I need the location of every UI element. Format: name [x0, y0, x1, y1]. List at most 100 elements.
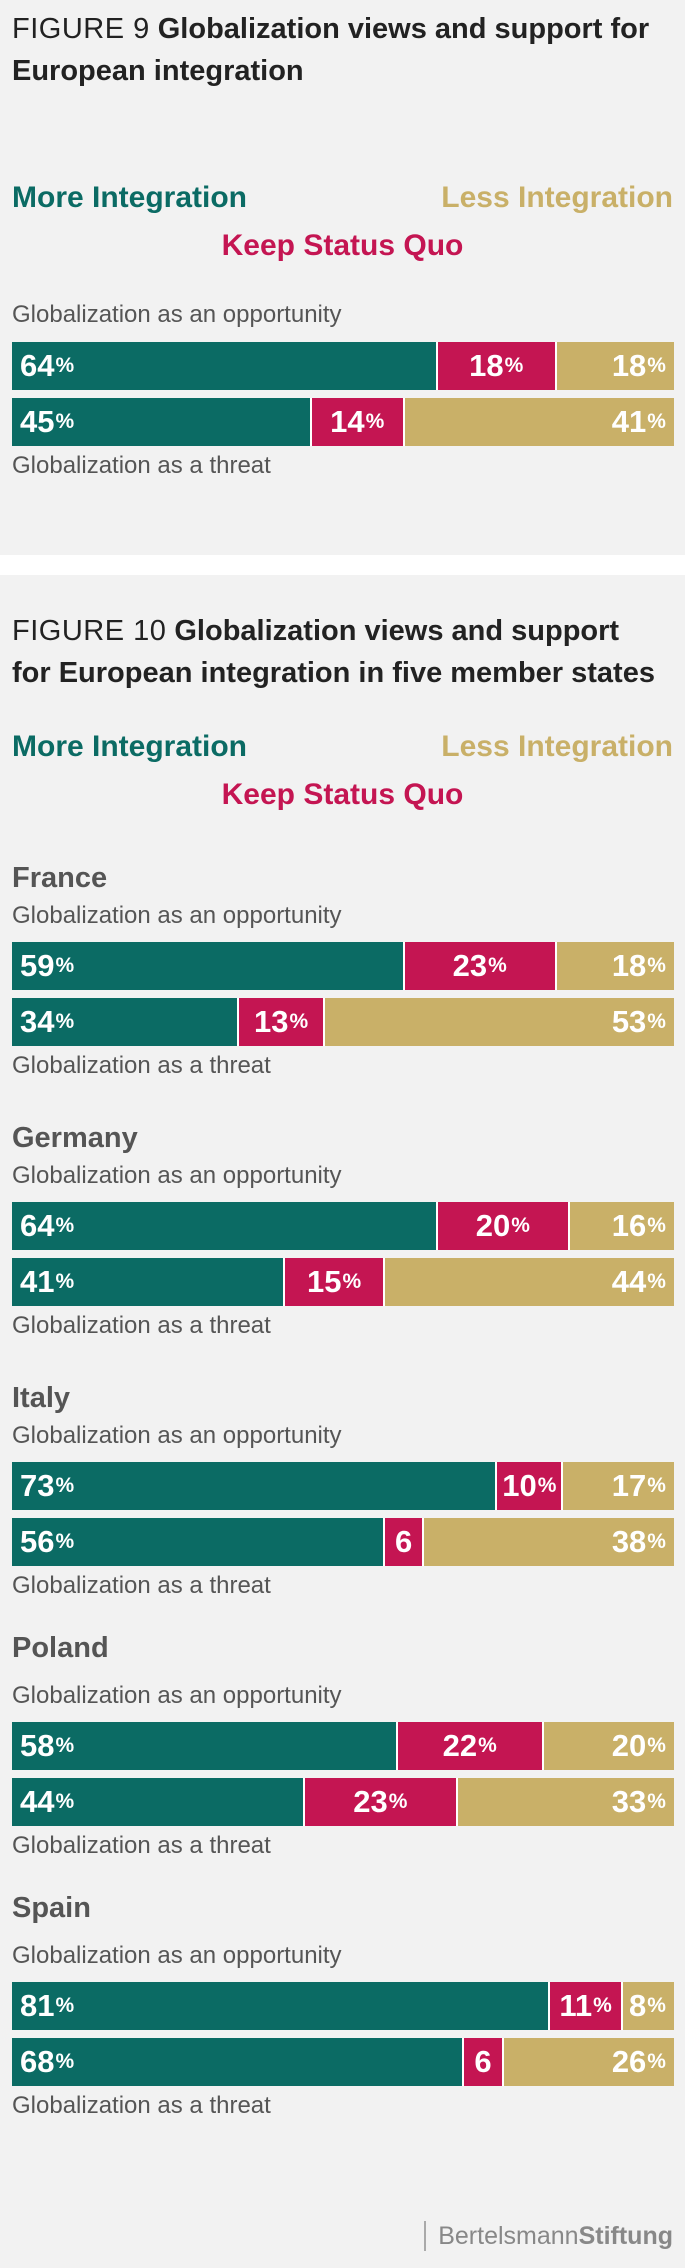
legend-keep-status-quo: Keep Status Quo [221, 229, 464, 262]
germany-opportunity-bar: 64% 20% 16% [12, 1202, 674, 1250]
bar-segment-keep-status-quo: 18% [435, 342, 555, 390]
data-label: 16 [611, 1208, 647, 1243]
bar-segment-more-integration: 41% [12, 1258, 284, 1306]
poland-opportunity-bar: 58% 22% 20% [12, 1722, 674, 1770]
percent-sign: % [647, 354, 666, 377]
poland-threat-label: Globalization as a threat [12, 1832, 271, 1859]
germany-threat-label: Globalization as a threat [12, 1312, 271, 1339]
france-threat-label: Globalization as a threat [12, 1052, 271, 1079]
percent-sign: % [55, 1010, 75, 1033]
bar-segment-less-integration: 38% [422, 1518, 674, 1566]
bertelsmann-stiftung-logo: BertelsmannStiftung [424, 2221, 673, 2251]
data-label: 10 [502, 1468, 537, 1503]
data-label: 64 [20, 1208, 55, 1243]
germany-threat-bar: 41% 15% 44% [12, 1258, 674, 1306]
bar-segment-keep-status-quo: 23% [402, 942, 555, 990]
spain-threat-bar: 68% 6 26% [12, 2038, 674, 2086]
figure9-threat-label: Globalization as a threat [12, 452, 271, 479]
data-label: 68 [20, 2044, 55, 2079]
data-label: 58 [20, 1728, 55, 1763]
data-label: 64 [20, 348, 55, 383]
percent-sign: % [647, 1010, 666, 1033]
data-label: 20 [475, 1208, 511, 1243]
percent-sign: % [342, 1270, 362, 1293]
bar-segment-keep-status-quo: 22% [395, 1722, 542, 1770]
percent-sign: % [647, 1530, 666, 1553]
legend-more-integration: More Integration [12, 181, 248, 214]
bar-segment-less-integration: 8% [621, 1982, 674, 2030]
bar-segment-less-integration: 17% [561, 1462, 674, 1510]
bar-segment-less-integration: 18% [554, 942, 674, 990]
percent-sign: % [647, 1790, 666, 1813]
legend-more-integration: More Integration [12, 730, 248, 763]
percent-sign: % [388, 1790, 408, 1813]
figure10-title: FIGURE 10 Globalization views and support… [12, 610, 655, 694]
country-poland: Poland [12, 1632, 109, 1664]
percent-sign: % [647, 1214, 666, 1237]
bar-segment-less-integration: 20% [541, 1722, 674, 1770]
bar-segment-keep-status-quo: 6 [382, 1518, 423, 1566]
figure10-panel: FIGURE 10 Globalization views and support… [0, 575, 685, 2268]
bar-segment-keep-status-quo: 6 [462, 2038, 502, 2086]
percent-sign: % [647, 1994, 666, 2017]
figure10-number: FIGURE 10 [12, 615, 167, 647]
percent-sign: % [55, 1270, 75, 1293]
percent-sign: % [488, 954, 507, 977]
percent-sign: % [55, 1214, 75, 1237]
percent-sign: % [647, 1474, 666, 1497]
logo-part1: Bertelsmann [438, 2222, 579, 2250]
bar-segment-more-integration: 81% [12, 1982, 549, 2030]
percent-sign: % [55, 1474, 75, 1497]
data-label: 20 [611, 1728, 647, 1763]
percent-sign: % [55, 1530, 75, 1553]
france-opportunity-bar: 59% 23% 18% [12, 942, 674, 990]
data-label: 17 [611, 1468, 647, 1503]
figure10-title-line2: for European integration in five member … [12, 657, 655, 689]
spain-opportunity-label: Globalization as an opportunity [12, 1942, 342, 1969]
percent-sign: % [55, 354, 75, 377]
logo-part2: Stiftung [578, 2222, 673, 2250]
percent-sign: % [647, 2050, 666, 2073]
figure9-threat-bar: 45% 14% 41% [12, 398, 674, 446]
bar-segment-more-integration: 68% [12, 2038, 463, 2086]
figure9-panel: FIGURE 9 Globalization views and support … [0, 0, 685, 555]
italy-opportunity-bar: 73% 10% 17% [12, 1462, 674, 1510]
percent-sign: % [647, 954, 666, 977]
data-label: 59 [20, 948, 55, 983]
data-label: 44 [611, 1264, 647, 1299]
italy-threat-bar: 56% 6 38% [12, 1518, 674, 1566]
data-label: 22 [442, 1728, 478, 1763]
percent-sign: % [647, 1270, 666, 1293]
bar-segment-keep-status-quo: 15% [283, 1258, 383, 1306]
bar-segment-more-integration: 44% [12, 1778, 304, 1826]
france-threat-bar: 34% 13% 53% [12, 998, 674, 1046]
data-label: 81 [20, 1988, 55, 2023]
france-opportunity-label: Globalization as an opportunity [12, 902, 342, 929]
data-label: 34 [20, 1004, 55, 1039]
percent-sign: % [55, 2050, 75, 2073]
legend-less-integration: Less Integration [441, 730, 673, 763]
bar-segment-more-integration: 64% [12, 1202, 436, 1250]
data-label: 45 [20, 404, 55, 439]
data-label: 14 [330, 404, 365, 439]
figure10-title-line1: Globalization views and support [174, 615, 620, 647]
data-label: 13 [254, 1004, 289, 1039]
legend-less-integration: Less Integration [441, 181, 673, 214]
data-label: 23 [353, 1784, 388, 1819]
percent-sign: % [647, 1734, 666, 1757]
data-label: 6 [474, 2044, 492, 2079]
bar-segment-keep-status-quo: 11% [548, 1982, 622, 2030]
legend-keep-status-quo: Keep Status Quo [221, 778, 464, 811]
spain-opportunity-bar: 81% 11% 8% [12, 1982, 674, 2030]
data-label: 6 [394, 1524, 413, 1559]
figure9-title-line2: European integration [12, 55, 304, 87]
data-label: 23 [452, 948, 488, 983]
poland-threat-bar: 44% 23% 33% [12, 1778, 674, 1826]
percent-sign: % [55, 1790, 75, 1813]
data-label: 33 [611, 1784, 647, 1819]
italy-threat-label: Globalization as a threat [12, 1572, 271, 1599]
bar-segment-more-integration: 73% [12, 1462, 496, 1510]
data-label: 18 [611, 348, 647, 383]
figure9-title-line1: Globalization views and support for [157, 13, 650, 45]
poland-opportunity-label: Globalization as an opportunity [12, 1682, 342, 1709]
